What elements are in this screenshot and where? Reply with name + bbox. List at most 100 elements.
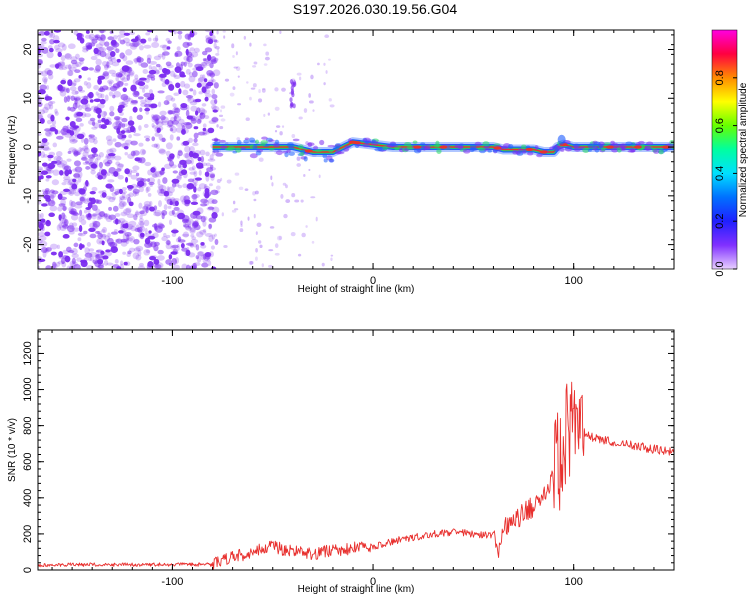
faint-speck (317, 62, 320, 66)
track-blob (323, 158, 328, 163)
noise-speck (95, 43, 103, 49)
heatmap-marks (38, 30, 674, 269)
noise-speck (79, 209, 83, 217)
noise-speck (143, 44, 152, 49)
noise-speck (129, 115, 133, 121)
noise-speck (108, 196, 116, 203)
noise-speck (130, 100, 138, 106)
noise-speck (146, 263, 154, 269)
noise-speck (190, 238, 199, 244)
snr-plot-area (38, 330, 674, 570)
noise-speck (136, 56, 142, 63)
noise-speck (99, 40, 106, 46)
noise-speck (49, 205, 58, 212)
noise-speck (47, 154, 54, 159)
track-hotspot (539, 150, 548, 154)
track-blob (565, 145, 573, 149)
noise-speck (207, 158, 216, 162)
noise-speck (153, 209, 157, 214)
noise-speck (54, 108, 58, 114)
noise-speck (100, 110, 107, 117)
noise-speck (172, 248, 178, 255)
noise-speck (88, 227, 96, 232)
faint-speck (252, 65, 257, 68)
noise-speck (103, 259, 109, 266)
noise-speck (77, 187, 84, 193)
faint-speck (308, 100, 314, 104)
noise-speck (161, 236, 168, 242)
noise-speck (73, 264, 81, 269)
noise-speck (173, 212, 179, 218)
noise-speck (171, 228, 178, 235)
snr-frame (37, 329, 675, 571)
faint-speck (237, 103, 242, 106)
noise-speck (71, 183, 78, 190)
noise-speck (119, 196, 128, 201)
faint-speck (290, 232, 296, 237)
noise-speck (164, 79, 170, 85)
noise-speck (124, 168, 130, 175)
faint-speck (268, 249, 274, 252)
noise-speck (41, 225, 45, 232)
track-blob (328, 158, 335, 163)
noise-speck (39, 219, 46, 226)
noise-speck (73, 179, 79, 187)
noise-speck (200, 203, 208, 207)
noise-speck (206, 167, 214, 173)
noise-speck (98, 190, 105, 194)
noise-speck (125, 49, 133, 56)
noise-speck (213, 82, 219, 89)
noise-speck (102, 71, 109, 77)
noise-speck (173, 115, 182, 122)
noise-speck (121, 123, 126, 128)
noise-speck (117, 174, 124, 180)
noise-speck (161, 209, 168, 216)
noise-speck (47, 101, 54, 107)
snr-y-tick-label: 600 (22, 453, 34, 471)
noise-speck (167, 30, 175, 33)
noise-speck (61, 261, 67, 268)
faint-speck (216, 30, 219, 35)
noise-speck (181, 218, 189, 224)
noise-speck (153, 258, 160, 265)
noise-speck (114, 212, 121, 217)
noise-speck (122, 201, 126, 206)
noise-speck (125, 193, 131, 199)
noise-speck (63, 178, 71, 183)
noise-speck (106, 121, 112, 125)
noise-speck (135, 245, 144, 252)
faint-speck (215, 185, 221, 190)
noise-speck (41, 203, 48, 207)
noise-speck (165, 234, 171, 239)
noise-speck (116, 163, 124, 170)
track-hotspot (661, 145, 670, 149)
noise-speck (95, 208, 101, 216)
noise-speck (39, 118, 45, 124)
noise-speck (195, 255, 200, 260)
noise-speck (66, 265, 72, 269)
noise-speck (165, 240, 171, 246)
noise-speck (78, 171, 83, 179)
noise-speck (185, 249, 191, 257)
noise-speck (119, 225, 126, 231)
noise-speck (91, 38, 98, 44)
noise-speck (97, 119, 102, 124)
track-blob (255, 150, 262, 156)
noise-speck (83, 147, 90, 154)
track-blob (521, 149, 527, 154)
noise-speck (165, 37, 171, 42)
track-blob (534, 145, 539, 150)
noise-speck (129, 44, 138, 50)
noise-speck (47, 113, 54, 119)
noise-speck (202, 123, 207, 129)
noise-speck (85, 30, 90, 34)
noise-speck (193, 215, 198, 219)
noise-speck (86, 241, 91, 247)
noise-speck (66, 70, 73, 77)
noise-speck (198, 91, 203, 95)
noise-speck (208, 79, 214, 84)
noise-speck (192, 67, 199, 72)
noise-speck (40, 247, 48, 253)
noise-speck (161, 82, 167, 88)
noise-speck (106, 159, 113, 165)
